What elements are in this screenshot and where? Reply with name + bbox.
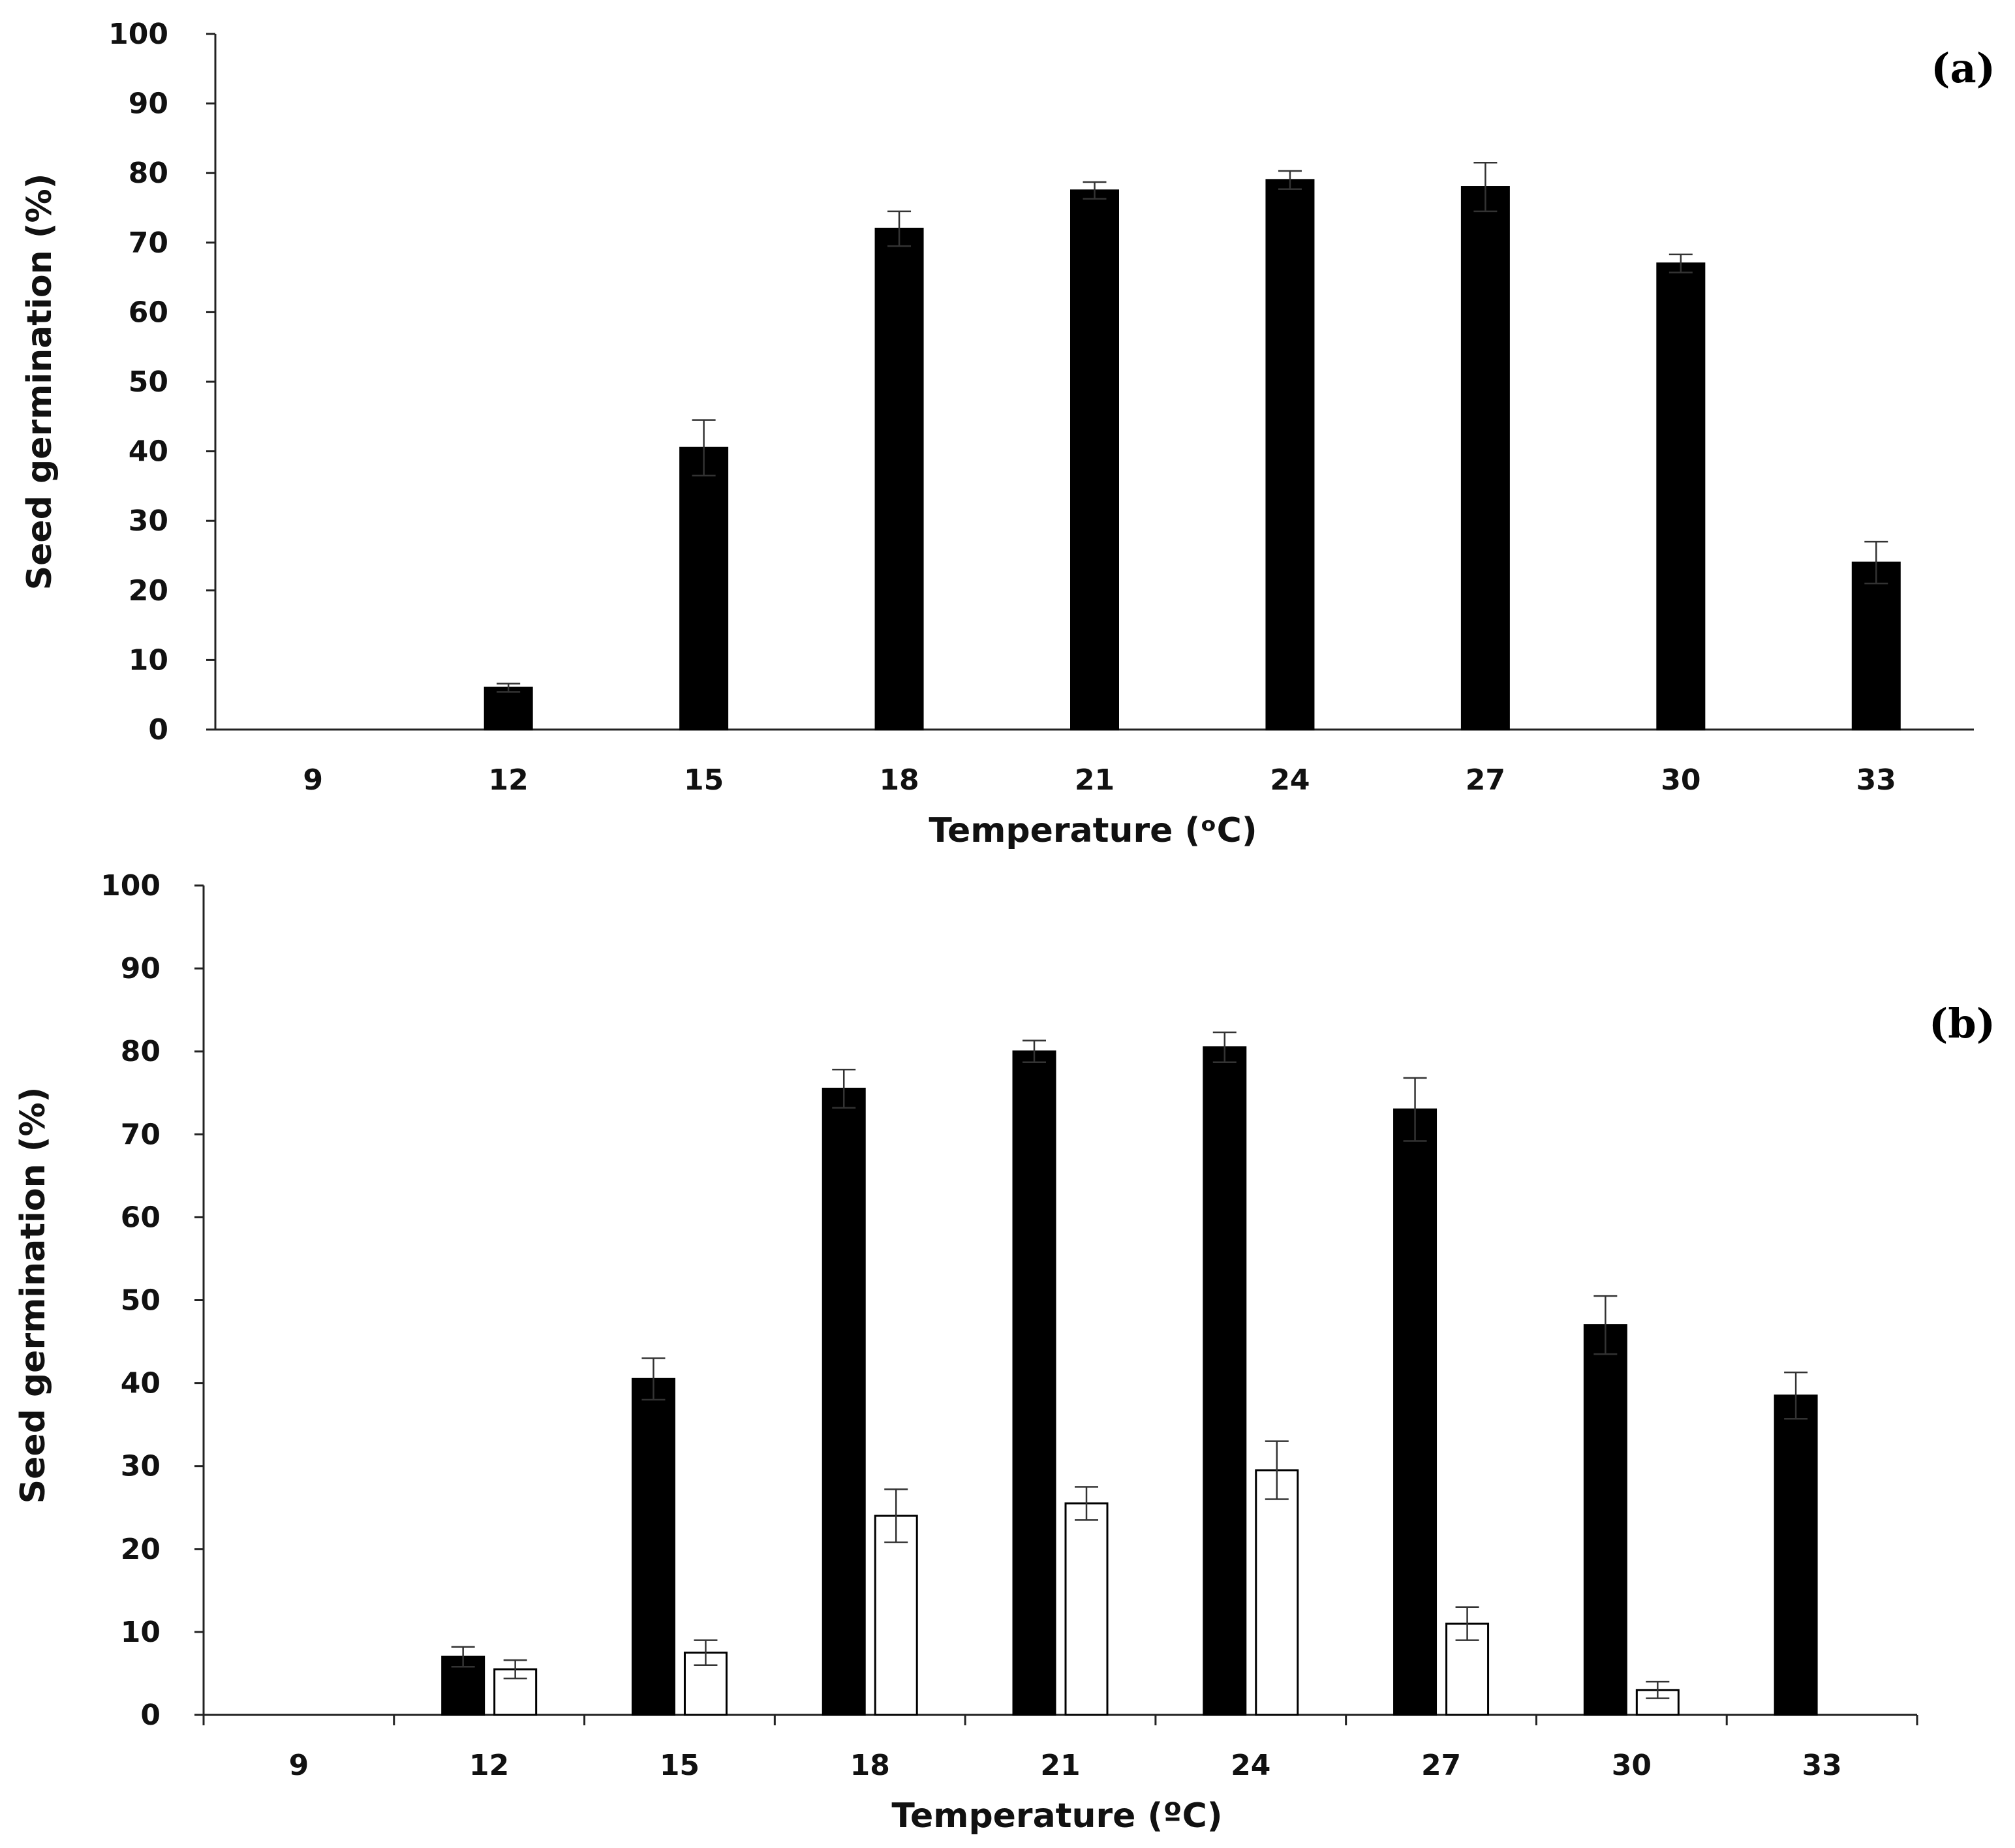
x-tick-label: 24: [1231, 1749, 1270, 1782]
x-tick-label: 27: [1466, 763, 1505, 797]
y-tick-label: 90: [121, 952, 161, 985]
y-tick-label: 60: [121, 1201, 161, 1234]
x-tick-label: 33: [1802, 1749, 1841, 1782]
x-tick-label: 12: [489, 763, 529, 797]
bar-series1: [1265, 179, 1315, 731]
panel-b: 0 10 20 30 40 50 60 70 80 90 100 9 12 15 18 21 24 27 30 33 T…: [14, 869, 1995, 1836]
x-tick-label: 9: [303, 763, 323, 797]
bar-series1: [1070, 189, 1119, 731]
y-tick-label: 100: [108, 18, 168, 51]
bar-series1: [874, 227, 924, 731]
y-axis-title: Seed germination (%): [20, 174, 59, 591]
x-tick-label: 12: [469, 1749, 509, 1782]
bar-series1: [1012, 1050, 1056, 1716]
y-tick-label: 30: [121, 1450, 161, 1483]
y-tick-label: 100: [100, 869, 161, 902]
y-tick-label: 80: [129, 157, 168, 190]
bar-series2: [1064, 1502, 1109, 1716]
y-tick-label: 50: [129, 365, 168, 399]
bar-series1: [631, 1378, 675, 1716]
y-tick-label: 90: [129, 87, 168, 121]
x-tick-label: 21: [1075, 763, 1115, 797]
x-tick-label: 30: [1612, 1749, 1652, 1782]
x-tick-label: 18: [879, 763, 919, 797]
y-tick-label: 20: [121, 1533, 161, 1566]
y-tick-label: 40: [129, 435, 168, 469]
y-tick-label: 50: [121, 1284, 161, 1317]
y-tick-label: 20: [129, 574, 168, 608]
x-axis-title: Temperature (ᵒC): [929, 811, 1257, 850]
y-tick-label: 0: [148, 713, 168, 747]
x-tick-label: 33: [1856, 763, 1896, 797]
bar-series1: [1583, 1324, 1627, 1716]
y-tick-label: 80: [121, 1035, 161, 1068]
x-tick-label: 24: [1270, 763, 1310, 797]
bar-series1: [1851, 561, 1901, 731]
bar-series1: [1656, 262, 1706, 731]
y-tick-label: 10: [121, 1616, 161, 1649]
panel-label: (a): [1931, 44, 1995, 92]
x-tick-label: 9: [289, 1749, 309, 1782]
x-tick-label: 27: [1421, 1749, 1461, 1782]
y-tick-label: 60: [129, 296, 168, 329]
bar-series1: [1203, 1046, 1247, 1716]
y-tick-label: 0: [140, 1699, 161, 1732]
y-tick-label: 70: [121, 1118, 161, 1151]
bar-series2: [1255, 1469, 1299, 1716]
bar-series1: [679, 446, 729, 731]
x-tick-label: 21: [1040, 1749, 1080, 1782]
y-tick-label: 30: [129, 504, 168, 538]
bar-series1: [1393, 1108, 1438, 1716]
x-tick-label: 15: [684, 763, 724, 797]
y-tick-label: 40: [121, 1367, 161, 1400]
bar-series1: [484, 686, 533, 731]
y-axis-title: Seed germination (%): [14, 1087, 53, 1504]
x-tick-label: 15: [660, 1749, 700, 1782]
x-tick-label: 30: [1661, 763, 1700, 797]
y-tick-label: 70: [129, 226, 168, 260]
bar-series2: [874, 1515, 918, 1716]
bar-series1: [822, 1087, 866, 1716]
panel-a: 0 10 20 30 40 50 60 70 80 90 100 9 12 15 18 21 24 27 30 33 T…: [20, 18, 1995, 850]
x-tick-label: 18: [850, 1749, 890, 1782]
x-axis-title: Temperature (ºC): [891, 1796, 1222, 1836]
bar-series1: [1774, 1394, 1818, 1716]
bar-series1: [1460, 186, 1510, 731]
panel-label: (b): [1929, 1000, 1995, 1047]
y-tick-label: 10: [129, 643, 168, 677]
